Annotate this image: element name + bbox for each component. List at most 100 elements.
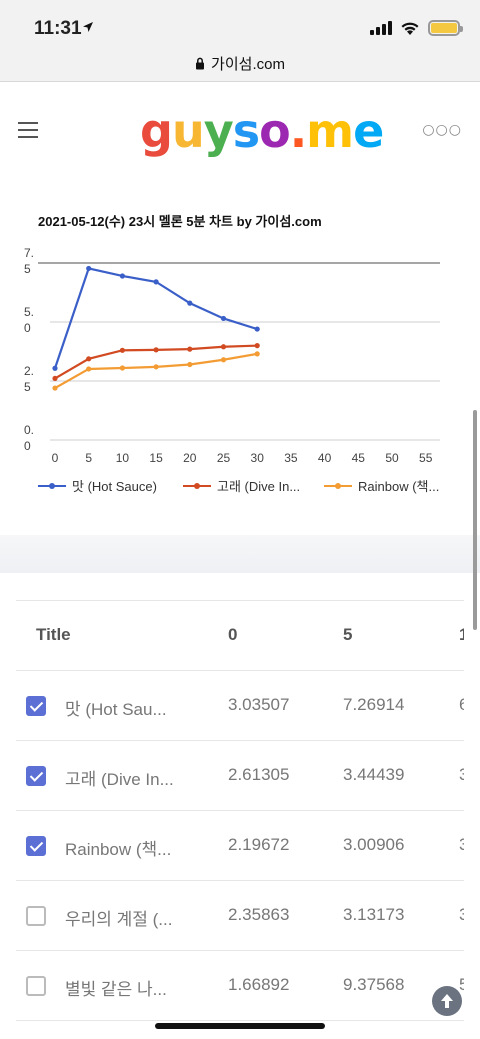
header-col-5: 5 bbox=[343, 625, 353, 644]
data-point bbox=[153, 347, 159, 353]
y-tick-label: 0 bbox=[24, 439, 31, 453]
header-col-10: 1 bbox=[459, 625, 464, 645]
header-title: Title bbox=[36, 625, 71, 644]
legend-item[interactable]: 고래 (Dive In... bbox=[183, 476, 300, 495]
legend-label: Rainbow (책... bbox=[358, 479, 440, 494]
row-value-0: 2.19672 bbox=[228, 835, 290, 854]
data-point bbox=[153, 364, 159, 370]
more-options-icon[interactable]: ○○○ bbox=[422, 122, 462, 138]
row-value-5: 3.00906 bbox=[343, 835, 405, 854]
logo-letter: m bbox=[306, 104, 354, 158]
data-point bbox=[187, 346, 193, 352]
row-value-10: 3 bbox=[459, 835, 464, 855]
data-point bbox=[153, 279, 159, 285]
logo-letter: u bbox=[171, 104, 205, 158]
data-point bbox=[119, 347, 125, 353]
row-value-10: 3 bbox=[459, 765, 464, 785]
chart-card: 2021-05-12(수) 23시 멜론 5분 차트 by 가이섬.com 0.… bbox=[0, 180, 480, 535]
legend-item[interactable]: 맛 (Hot Sauce) bbox=[38, 476, 157, 495]
logo-letter: o bbox=[259, 104, 291, 158]
row-title: Rainbow (책... bbox=[65, 840, 172, 859]
row-checkbox[interactable] bbox=[26, 976, 46, 996]
wifi-icon bbox=[401, 22, 419, 35]
y-tick-label: 7. bbox=[24, 246, 34, 260]
row-value-10: 5 bbox=[459, 975, 464, 995]
x-tick-label: 55 bbox=[419, 451, 433, 465]
chart-title: 2021-05-12(수) 23시 멜론 5분 차트 by 가이섬.com bbox=[38, 214, 322, 229]
data-point bbox=[119, 365, 125, 371]
row-title: 고래 (Dive In... bbox=[65, 770, 174, 789]
row-title: 맛 (Hot Sau... bbox=[65, 700, 167, 719]
scroll-to-top-button[interactable] bbox=[432, 986, 462, 1016]
x-tick-label: 45 bbox=[352, 451, 366, 465]
row-checkbox[interactable] bbox=[26, 696, 46, 716]
site-header: guyso.me ○○○ bbox=[0, 82, 480, 180]
address-bar[interactable]: 가이섬.com bbox=[0, 46, 480, 82]
series-line bbox=[54, 352, 258, 390]
header-col-0: 0 bbox=[228, 625, 238, 644]
data-point bbox=[187, 300, 193, 306]
legend-label: 고래 (Dive In... bbox=[217, 479, 301, 494]
row-value-0: 3.03507 bbox=[228, 695, 290, 714]
row-value-5: 9.37568 bbox=[343, 975, 405, 994]
row-value-10: 6 bbox=[459, 695, 464, 715]
site-logo[interactable]: guyso.me bbox=[140, 104, 384, 158]
legend-item[interactable]: Rainbow (책... bbox=[324, 476, 439, 495]
data-point bbox=[220, 344, 227, 350]
legend-label: 맛 (Hot Sauce) bbox=[72, 479, 157, 494]
data-point bbox=[119, 273, 125, 279]
data-point bbox=[254, 351, 260, 357]
lock-icon bbox=[196, 57, 205, 70]
table-row[interactable]: 별빛 같은 나... 1.66892 9.37568 5 bbox=[16, 951, 464, 1021]
row-value-0: 1.66892 bbox=[228, 975, 290, 994]
data-point bbox=[187, 361, 193, 368]
legend-swatch bbox=[38, 482, 66, 489]
scrollbar[interactable] bbox=[473, 410, 477, 630]
cellular-signal-icon bbox=[370, 21, 392, 35]
logo-letter: s bbox=[232, 104, 260, 158]
x-tick-label: 30 bbox=[251, 451, 265, 465]
y-tick-label: 5 bbox=[24, 380, 31, 394]
data-point bbox=[86, 356, 92, 362]
row-checkbox[interactable] bbox=[26, 906, 46, 926]
logo-letter: y bbox=[203, 104, 234, 158]
data-point bbox=[52, 385, 58, 391]
y-tick-label: 5 bbox=[24, 262, 31, 276]
data-table: Title 0 5 1 맛 (Hot Sau... 3.03507 7.26914 6… bbox=[16, 600, 464, 1025]
row-checkbox[interactable] bbox=[26, 766, 46, 786]
status-bar: 11:31 bbox=[0, 0, 480, 46]
legend-swatch bbox=[324, 482, 352, 489]
x-tick-label: 50 bbox=[385, 451, 399, 465]
row-value-0: 2.61305 bbox=[228, 765, 290, 784]
table-row[interactable]: 맛 (Hot Sau... 3.03507 7.26914 6 bbox=[16, 671, 464, 741]
data-point bbox=[220, 315, 227, 322]
x-tick-label: 10 bbox=[116, 451, 130, 465]
data-point bbox=[52, 375, 58, 382]
table-row[interactable]: Rainbow (책... 2.19672 3.00906 3 bbox=[16, 811, 464, 881]
table-row[interactable]: 우리의 계절 (... 2.35863 3.13173 3 bbox=[16, 881, 464, 951]
x-tick-label: 0 bbox=[52, 451, 59, 465]
x-tick-label: 5 bbox=[85, 451, 92, 465]
section-divider bbox=[0, 535, 480, 573]
arrow-up-icon bbox=[441, 994, 453, 1008]
row-value-10: 3 bbox=[459, 905, 464, 925]
table-row[interactable]: 고래 (Dive In... 2.61305 3.44439 3 bbox=[16, 741, 464, 811]
row-title: 별빛 같은 나... bbox=[65, 980, 167, 999]
address-domain: 가이섬.com bbox=[211, 56, 285, 73]
row-title: 우리의 계절 (... bbox=[65, 910, 173, 929]
location-arrow-icon bbox=[83, 22, 93, 32]
data-point bbox=[52, 365, 58, 371]
y-tick-label: 2. bbox=[24, 364, 34, 378]
row-value-5: 7.26914 bbox=[343, 695, 405, 714]
legend-swatch bbox=[183, 482, 211, 489]
chart-legend: 맛 (Hot Sauce) 고래 (Dive In... Rainbow (책... bbox=[38, 476, 448, 496]
table-header-row: Title 0 5 1 bbox=[16, 601, 464, 671]
row-value-5: 3.13173 bbox=[343, 905, 405, 924]
logo-letter: g bbox=[140, 104, 173, 158]
row-checkbox[interactable] bbox=[26, 836, 46, 856]
hamburger-menu-icon[interactable] bbox=[18, 122, 38, 138]
row-value-5: 3.44439 bbox=[343, 765, 405, 784]
data-point bbox=[86, 265, 92, 272]
x-tick-label: 40 bbox=[318, 451, 332, 465]
x-tick-label: 35 bbox=[284, 451, 298, 465]
